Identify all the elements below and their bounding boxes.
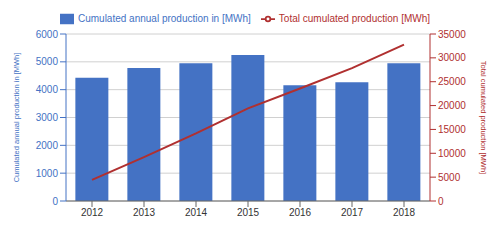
svg-text:10000: 10000 bbox=[438, 148, 466, 159]
svg-text:Cumulated annual production in: Cumulated annual production in [MWh] bbox=[12, 53, 21, 183]
svg-text:2015: 2015 bbox=[237, 207, 260, 218]
svg-text:20000: 20000 bbox=[438, 100, 466, 111]
svg-text:2016: 2016 bbox=[289, 207, 312, 218]
svg-text:4000: 4000 bbox=[36, 84, 59, 95]
svg-text:5000: 5000 bbox=[36, 56, 59, 67]
svg-text:1000: 1000 bbox=[36, 168, 59, 179]
svg-text:2017: 2017 bbox=[341, 207, 364, 218]
html-text:Total cumulated production [MW: Total cumulated production [MWh] bbox=[278, 12, 430, 24]
svg-text:2013: 2013 bbox=[133, 207, 156, 218]
svg-text:35000: 35000 bbox=[438, 29, 466, 40]
svg-text:3000: 3000 bbox=[36, 112, 59, 123]
svg-text:0: 0 bbox=[438, 196, 444, 207]
svg-text:2000: 2000 bbox=[36, 140, 59, 151]
html-text:Cumulated annual production in: Cumulated annual production in [MWh] bbox=[78, 12, 251, 24]
svg-text:15000: 15000 bbox=[438, 124, 466, 135]
svg-text:2012: 2012 bbox=[81, 207, 104, 218]
svg-text:6000: 6000 bbox=[36, 29, 59, 40]
svg-text:5000: 5000 bbox=[438, 172, 461, 183]
svg-text:25000: 25000 bbox=[438, 76, 466, 87]
svg-text:Total cumulated production [MW: Total cumulated production [MWh] bbox=[479, 61, 488, 174]
svg-text:30000: 30000 bbox=[438, 52, 466, 63]
svg-text:0: 0 bbox=[52, 196, 58, 207]
svg-text:2018: 2018 bbox=[393, 207, 416, 218]
svg-text:2014: 2014 bbox=[185, 207, 208, 218]
